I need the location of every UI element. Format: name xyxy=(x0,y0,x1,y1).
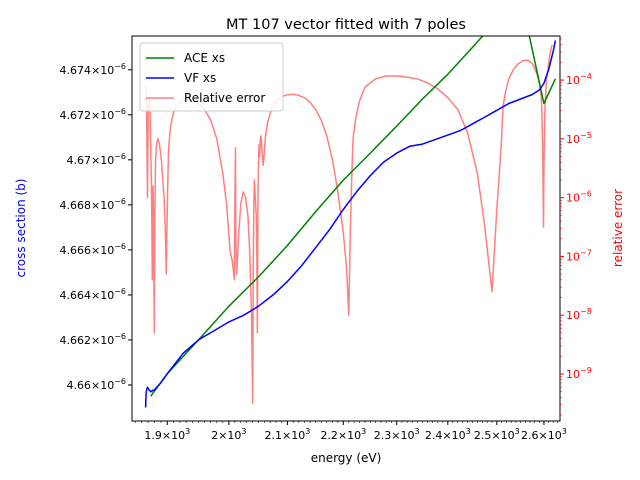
y-tick-label: 4.674×10−6 xyxy=(59,62,126,77)
y2-tick-label: 10−8 xyxy=(566,307,592,322)
y-tick-label: 4.67×10−6 xyxy=(66,152,126,167)
y-tick-label: 4.666×10−6 xyxy=(59,242,126,257)
chart-title: MT 107 vector fitted with 7 poles xyxy=(226,17,466,33)
x-tick-label: 2.3×103 xyxy=(374,427,420,442)
series-line-relative-error xyxy=(144,44,553,405)
x-tick-label: 2.5×103 xyxy=(474,427,520,442)
series-layer xyxy=(144,36,557,408)
legend-box xyxy=(139,42,284,112)
y2-tick-label: 10−6 xyxy=(566,190,592,205)
y2-tick-label: 10−5 xyxy=(566,131,592,146)
y-tick-label: 4.672×10−6 xyxy=(59,107,126,122)
series-line-ace-xs xyxy=(150,36,557,397)
x-tick-label: 2.1×103 xyxy=(265,427,311,442)
y2-tick-label: 10−9 xyxy=(566,366,592,381)
x-tick-label: 1.9×103 xyxy=(144,427,190,442)
y-axis-right: 10−9 10−8 10−7 10−6 10−5 10−4 xyxy=(560,38,592,416)
x-axis-label: energy (eV) xyxy=(311,451,382,465)
y-axis-label: cross section (b) xyxy=(14,179,28,278)
legend: ACE xs VF xs Relative error xyxy=(139,42,284,112)
x-tick-label: 2×103 xyxy=(211,427,246,442)
x-tick-label: 2.4×103 xyxy=(425,427,471,442)
x-axis: 1.9×103 2×103 2.1×103 2.2×103 2.3×103 2.4×103… xyxy=(134,421,567,442)
legend-label: ACE xs xyxy=(184,51,225,65)
y-tick-label: 4.662×10−6 xyxy=(59,332,126,347)
series-line-vf-xs xyxy=(144,40,557,408)
y2-tick-label: 10−4 xyxy=(566,72,592,87)
x-tick-label: 2.6×103 xyxy=(521,427,567,442)
y-tick-label: 4.664×10−6 xyxy=(59,287,126,302)
y-tick-label: 4.668×10−6 xyxy=(59,197,126,212)
y-tick-label: 4.66×10−6 xyxy=(66,377,126,392)
legend-label: VF xs xyxy=(184,71,216,85)
y2-axis-label: relative error xyxy=(611,189,625,267)
y2-tick-label: 10−7 xyxy=(566,248,592,263)
x-tick-label: 2.2×103 xyxy=(320,427,366,442)
legend-label: Relative error xyxy=(184,91,265,105)
y-axis-left: 4.66×10−6 4.662×10−6 4.664×10−6 4.666×10−6 4… xyxy=(59,62,132,392)
